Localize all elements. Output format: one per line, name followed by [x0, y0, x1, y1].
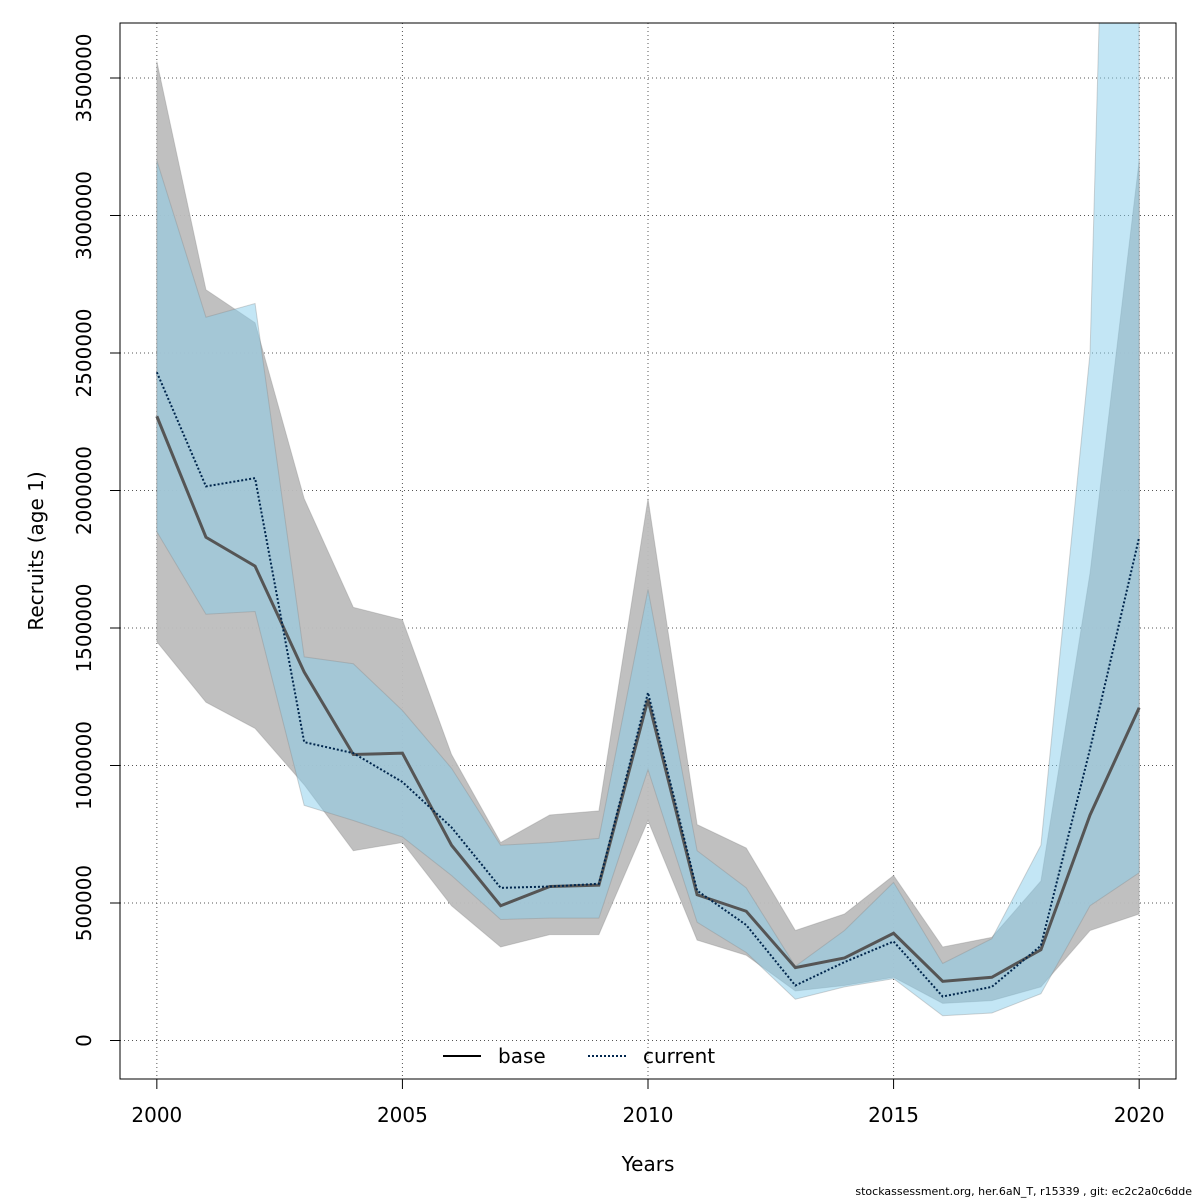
footer-credit: stockassessment.org, her.6aN_T, r15339 ,…	[855, 1185, 1192, 1198]
legend-label-current: current	[643, 1044, 715, 1068]
band-base	[156, 61, 1140, 1004]
x-tick-label: 2005	[377, 1103, 428, 1127]
y-tick-label: 500000	[72, 865, 96, 941]
y-tick-label: 1000000	[72, 721, 96, 810]
legend-label-base: base	[498, 1044, 546, 1068]
y-axis-title: Recruits (age 1)	[24, 471, 48, 630]
x-tick-label: 2015	[868, 1103, 919, 1127]
y-tick-label: 3000000	[72, 171, 96, 260]
confidence-bands	[156, 23, 1140, 1017]
line-base	[155, 415, 1141, 983]
legend: base current	[443, 1044, 715, 1068]
x-tick-label: 2020	[1114, 1103, 1165, 1127]
series-lines	[155, 371, 1141, 998]
x-tick-label: 2010	[623, 1103, 674, 1127]
band-current	[156, 23, 1140, 1017]
y-tick-label: 0	[72, 1034, 96, 1047]
y-axis: 0 500000 1000000 1500000 2000000 2500000 30000…	[72, 33, 121, 1047]
y-tick-label: 2000000	[72, 446, 96, 535]
y-tick-label: 3500000	[72, 33, 96, 122]
x-tick-label: 2000	[131, 1103, 182, 1127]
x-axis: 2000 2005 2010 2015 2020	[131, 1078, 1165, 1127]
y-tick-label: 1500000	[72, 583, 96, 672]
y-tick-label: 2500000	[72, 308, 96, 397]
x-axis-title: Years	[621, 1152, 675, 1176]
